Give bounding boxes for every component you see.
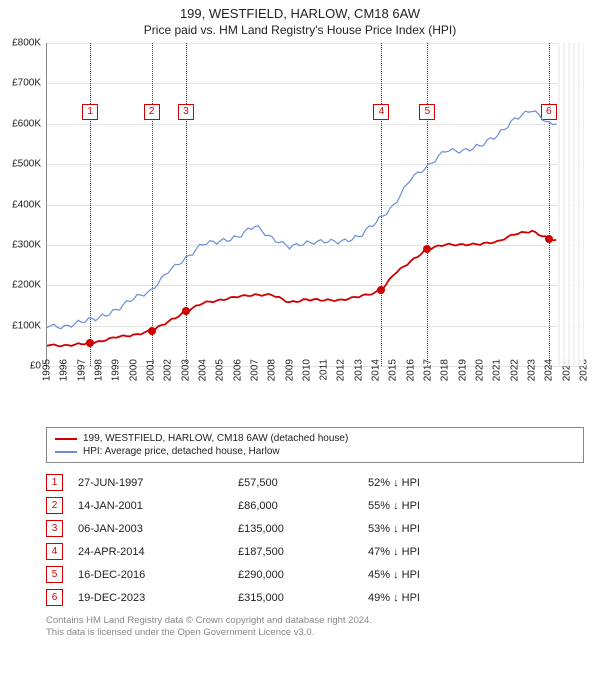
- row-date: 19-DEC-2023: [78, 592, 238, 604]
- row-date: 14-JAN-2001: [78, 500, 238, 512]
- row-date: 16-DEC-2016: [78, 569, 238, 581]
- row-marker: 1: [46, 474, 63, 491]
- y-axis-tick: £400K: [1, 199, 41, 210]
- attribution: Contains HM Land Registry data © Crown c…: [46, 615, 584, 640]
- y-axis-tick: £600K: [1, 118, 41, 129]
- price-chart: £0£100K£200K£300K£400K£500K£600K£700K£80…: [46, 43, 584, 423]
- hpi-line: [47, 111, 556, 329]
- row-date: 06-JAN-2003: [78, 523, 238, 535]
- page-title: 199, WESTFIELD, HARLOW, CM18 6AW: [0, 6, 600, 21]
- page-subtitle: Price paid vs. HM Land Registry's House …: [0, 23, 600, 37]
- row-date: 24-APR-2014: [78, 546, 238, 558]
- row-marker: 4: [46, 543, 63, 560]
- legend-swatch: [55, 438, 77, 440]
- table-row: 3 06-JAN-2003£135,00053% ↓ HPI: [46, 517, 584, 540]
- sale-dot: [148, 327, 156, 335]
- sale-dot: [545, 235, 553, 243]
- sale-dot: [182, 307, 190, 315]
- table-row: 1 27-JUN-1997£57,50052% ↓ HPI: [46, 471, 584, 494]
- row-marker: 3: [46, 520, 63, 537]
- legend-swatch: [55, 451, 77, 453]
- row-price: £187,500: [238, 546, 368, 558]
- row-pct: 47% ↓ HPI: [368, 546, 508, 558]
- row-price: £135,000: [238, 523, 368, 535]
- row-marker: 5: [46, 566, 63, 583]
- sale-dot: [86, 339, 94, 347]
- legend-label: 199, WESTFIELD, HARLOW, CM18 6AW (detach…: [83, 433, 348, 444]
- sale-dot: [377, 286, 385, 294]
- y-axis-tick: £0: [1, 361, 41, 372]
- row-price: £86,000: [238, 500, 368, 512]
- y-axis-tick: £300K: [1, 239, 41, 250]
- row-marker: 6: [46, 589, 63, 606]
- row-pct: 53% ↓ HPI: [368, 523, 508, 535]
- y-axis-tick: £800K: [1, 38, 41, 49]
- row-pct: 52% ↓ HPI: [368, 477, 508, 489]
- table-row: 4 24-APR-2014£187,50047% ↓ HPI: [46, 540, 584, 563]
- attribution-line: This data is licensed under the Open Gov…: [46, 627, 584, 639]
- row-price: £315,000: [238, 592, 368, 604]
- y-axis-tick: £100K: [1, 320, 41, 331]
- legend-item: 199, WESTFIELD, HARLOW, CM18 6AW (detach…: [55, 432, 575, 445]
- row-pct: 49% ↓ HPI: [368, 592, 508, 604]
- sale-dot: [423, 245, 431, 253]
- legend-item: HPI: Average price, detached house, Harl…: [55, 445, 575, 458]
- table-row: 2 14-JAN-2001£86,00055% ↓ HPI: [46, 494, 584, 517]
- attribution-line: Contains HM Land Registry data © Crown c…: [46, 615, 584, 627]
- transactions-table: 1 27-JUN-1997£57,50052% ↓ HPI 2 14-JAN-2001…: [46, 471, 584, 609]
- table-row: 5 16-DEC-2016£290,00045% ↓ HPI: [46, 563, 584, 586]
- y-axis-tick: £700K: [1, 78, 41, 89]
- property-line: [47, 231, 556, 347]
- row-pct: 55% ↓ HPI: [368, 500, 508, 512]
- row-price: £290,000: [238, 569, 368, 581]
- row-marker: 2: [46, 497, 63, 514]
- row-date: 27-JUN-1997: [78, 477, 238, 489]
- row-price: £57,500: [238, 477, 368, 489]
- y-axis-tick: £200K: [1, 280, 41, 291]
- legend: 199, WESTFIELD, HARLOW, CM18 6AW (detach…: [46, 427, 584, 463]
- y-axis-tick: £500K: [1, 159, 41, 170]
- legend-label: HPI: Average price, detached house, Harl…: [83, 446, 280, 457]
- row-pct: 45% ↓ HPI: [368, 569, 508, 581]
- table-row: 6 19-DEC-2023£315,00049% ↓ HPI: [46, 586, 584, 609]
